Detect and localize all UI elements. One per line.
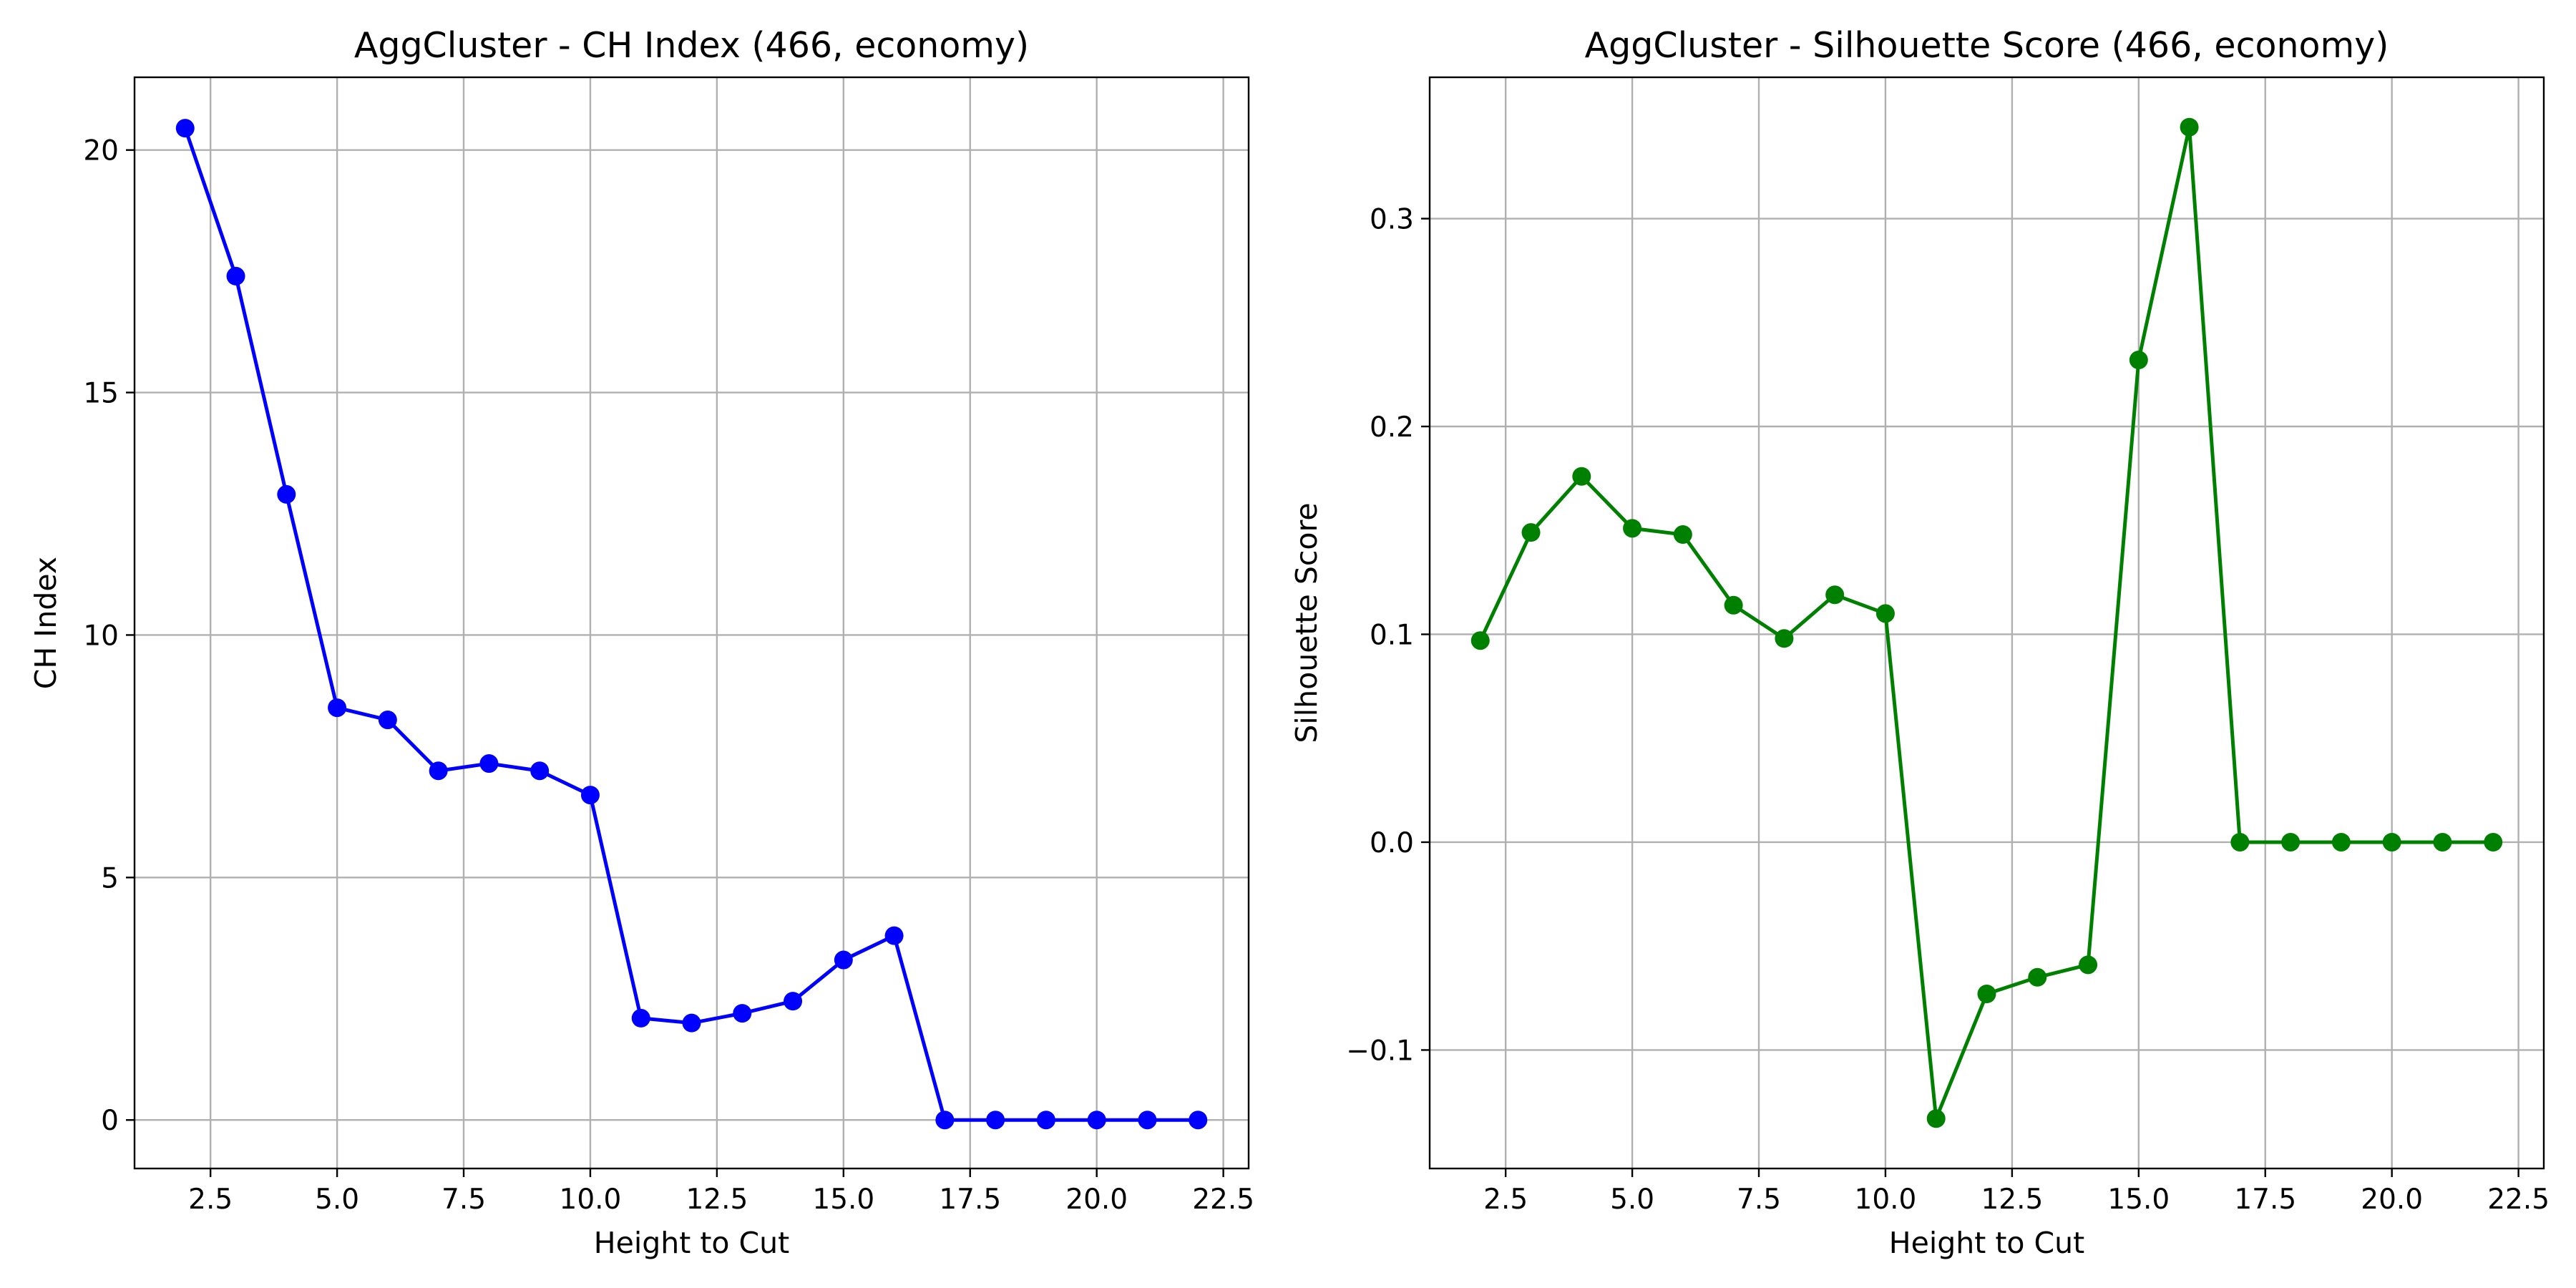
y-tick-label: 10 <box>83 620 119 652</box>
data-point <box>1926 1109 1946 1128</box>
x-tick-label: 20.0 <box>1065 1184 1128 1216</box>
x-tick-label: 10.0 <box>560 1184 622 1216</box>
data-point <box>1036 1111 1055 1130</box>
data-point <box>2433 832 2452 852</box>
x-tick-label: 15.0 <box>2107 1184 2170 1216</box>
silhouette-score-chart: 2.5 5.0 7.5 10.0 12.5 15.0 17.5 20.0 22.5 −0.1 0.0… <box>1289 25 2550 1260</box>
data-point <box>479 754 499 774</box>
data-point <box>1775 629 1794 648</box>
y-tick-label: 0.2 <box>1370 411 1414 444</box>
data-point <box>733 1004 752 1023</box>
y-tick-label: 0.1 <box>1370 619 1414 651</box>
data-point <box>1825 585 1845 605</box>
data-point <box>1470 631 1490 650</box>
x-tick-label: 7.5 <box>441 1184 486 1216</box>
data-point <box>429 761 448 781</box>
data-point <box>328 698 347 718</box>
plot-area-frame <box>1428 76 2545 1170</box>
data-point <box>1521 523 1541 542</box>
data-point <box>580 786 600 805</box>
y-tick-label: 20 <box>83 135 119 167</box>
y-axis-label: Silhouette Score <box>1289 502 1324 743</box>
x-axis-label: Height to Cut <box>594 1226 789 1260</box>
x-tick-label: 2.5 <box>188 1184 233 1216</box>
data-point <box>834 950 853 970</box>
data-point <box>530 761 550 781</box>
x-tick-label: 20.0 <box>2361 1184 2423 1216</box>
y-tick-label: 0.0 <box>1370 827 1414 859</box>
y-tick-label: 0 <box>101 1105 119 1137</box>
x-axis-label: Height to Cut <box>1889 1226 2084 1260</box>
x-tick-label: 12.5 <box>686 1184 748 1216</box>
y-tick-label: 0.3 <box>1370 204 1414 236</box>
y-tick-label: 15 <box>83 378 119 410</box>
x-tick-label: 5.0 <box>1610 1184 1654 1216</box>
data-point <box>986 1111 1005 1130</box>
data-point <box>935 1111 955 1130</box>
chart-title: AggCluster - Silhouette Score (466, econ… <box>1585 25 2389 66</box>
x-tick-label: 22.5 <box>2487 1184 2550 1216</box>
data-point <box>226 266 245 286</box>
data-point <box>1572 467 1591 486</box>
chart-title: AggCluster - CH Index (466, economy) <box>354 25 1029 66</box>
data-point <box>1623 519 1642 538</box>
x-tick-label: 12.5 <box>1981 1184 2043 1216</box>
data-point <box>2484 832 2503 852</box>
x-tick-label: 17.5 <box>2234 1184 2296 1216</box>
data-point <box>2382 832 2401 852</box>
data-point <box>1138 1111 1157 1130</box>
data-point <box>277 484 296 504</box>
data-point <box>378 711 397 730</box>
plot-area-frame <box>133 76 1250 1170</box>
data-point <box>682 1013 701 1033</box>
data-point <box>1977 985 1996 1003</box>
data-point <box>1087 1111 1106 1130</box>
y-tick-label: 5 <box>101 862 119 894</box>
x-tick-label: 17.5 <box>939 1184 1001 1216</box>
data-point <box>2180 117 2199 137</box>
data-point <box>2331 832 2351 852</box>
y-tick-label: −0.1 <box>1346 1035 1414 1067</box>
data-point <box>884 926 904 945</box>
data-point <box>1673 525 1692 545</box>
ch-index-chart: 2.5 5.0 7.5 10.0 12.5 15.0 17.5 20.0 22.5 0 5 10 15 2… <box>29 25 1254 1260</box>
x-tick-label: 22.5 <box>1192 1184 1254 1216</box>
data-point <box>2129 351 2148 370</box>
data-point <box>2230 832 2250 852</box>
data-point <box>1189 1111 1208 1130</box>
x-tick-label: 7.5 <box>1737 1184 1781 1216</box>
y-axis-label: CH Index <box>29 557 63 689</box>
data-point <box>1724 595 1743 615</box>
data-point <box>2281 832 2301 852</box>
data-point <box>175 119 195 138</box>
data-point <box>784 992 803 1011</box>
data-point <box>2079 955 2098 975</box>
data-point <box>2028 967 2047 987</box>
data-point <box>631 1008 650 1028</box>
data-point <box>1875 604 1895 623</box>
x-tick-label: 5.0 <box>315 1184 359 1216</box>
x-tick-label: 15.0 <box>812 1184 874 1216</box>
x-tick-label: 10.0 <box>1855 1184 1917 1216</box>
x-tick-label: 2.5 <box>1483 1184 1528 1216</box>
